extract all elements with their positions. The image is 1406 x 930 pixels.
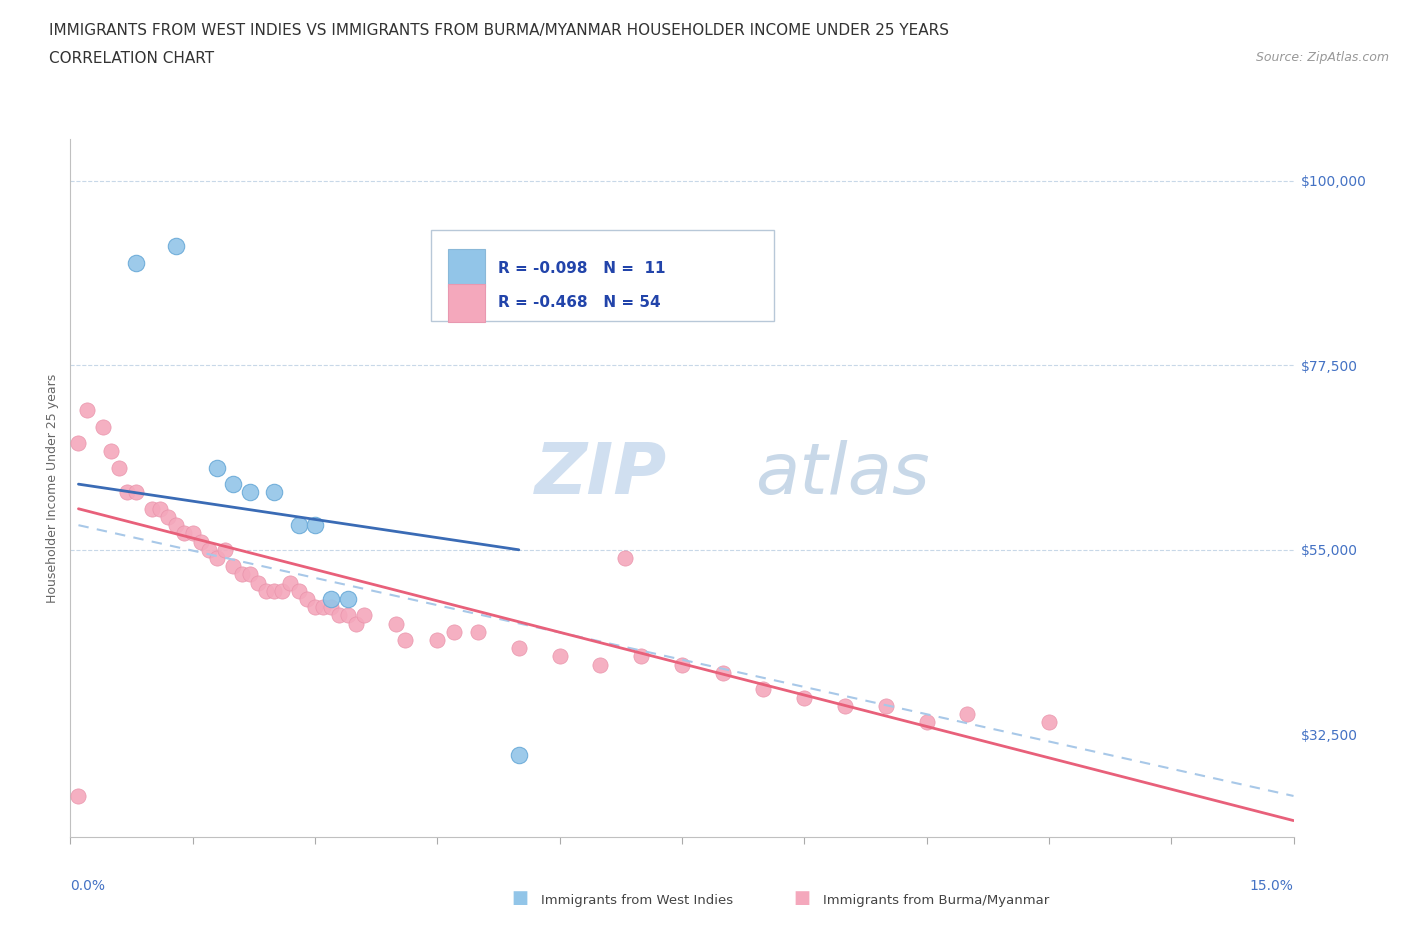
Point [793, 690, 815, 705]
Point [67, 435, 90, 450]
Point [508, 748, 530, 763]
Text: R = -0.468   N = 54: R = -0.468 N = 54 [499, 295, 661, 311]
Point [467, 624, 489, 639]
Text: Immigrants from West Indies: Immigrants from West Indies [541, 894, 734, 907]
Point [548, 649, 571, 664]
Point [239, 567, 262, 582]
Point [231, 567, 253, 582]
Point [589, 658, 612, 672]
Point [671, 658, 693, 672]
Point [280, 575, 302, 590]
Point [304, 600, 326, 615]
Point [426, 632, 449, 647]
Point [353, 608, 375, 623]
Point [165, 518, 187, 533]
Text: 15.0%: 15.0% [1250, 879, 1294, 893]
Point [834, 698, 856, 713]
Point [321, 591, 343, 606]
Point [100, 444, 122, 458]
Y-axis label: Householder Income Under 25 years: Householder Income Under 25 years [46, 374, 59, 603]
Point [328, 608, 350, 623]
Point [205, 460, 228, 475]
Text: ■: ■ [512, 889, 529, 907]
Point [222, 477, 245, 492]
Point [508, 641, 530, 656]
Point [263, 583, 285, 598]
Point [613, 551, 636, 565]
Point [443, 624, 465, 639]
Point [190, 534, 212, 549]
Point [222, 559, 245, 574]
Point [336, 591, 359, 606]
Point [254, 583, 277, 598]
Point [630, 649, 652, 664]
Point [752, 682, 775, 697]
Text: Source: ZipAtlas.com: Source: ZipAtlas.com [1256, 51, 1389, 64]
Point [205, 551, 228, 565]
Point [295, 591, 318, 606]
Text: Immigrants from Burma/Myanmar: Immigrants from Burma/Myanmar [823, 894, 1049, 907]
Point [336, 608, 359, 623]
Point [149, 501, 172, 516]
Point [173, 526, 195, 541]
Text: atlas: atlas [755, 440, 929, 509]
Point [124, 255, 146, 270]
Point [91, 419, 114, 434]
Point [1038, 714, 1060, 729]
Point [915, 714, 938, 729]
Point [117, 485, 139, 499]
Text: ■: ■ [793, 889, 810, 907]
Point [76, 403, 98, 418]
Text: ZIP: ZIP [536, 440, 668, 509]
Point [239, 485, 262, 499]
Point [711, 666, 734, 681]
Point [304, 518, 326, 533]
FancyBboxPatch shape [449, 249, 485, 287]
Point [214, 542, 236, 557]
Point [263, 485, 285, 499]
FancyBboxPatch shape [449, 284, 485, 322]
Point [124, 485, 146, 499]
Point [181, 526, 204, 541]
Point [956, 707, 979, 722]
Point [141, 501, 163, 516]
Point [108, 460, 131, 475]
Point [875, 698, 897, 713]
Point [157, 510, 180, 525]
FancyBboxPatch shape [432, 231, 773, 321]
Point [67, 789, 90, 804]
Point [385, 617, 408, 631]
Point [165, 239, 187, 254]
Text: 0.0%: 0.0% [70, 879, 105, 893]
Point [198, 542, 221, 557]
Text: IMMIGRANTS FROM WEST INDIES VS IMMIGRANTS FROM BURMA/MYANMAR HOUSEHOLDER INCOME : IMMIGRANTS FROM WEST INDIES VS IMMIGRANT… [49, 23, 949, 38]
Text: R = -0.098   N =  11: R = -0.098 N = 11 [499, 260, 666, 276]
Point [321, 600, 343, 615]
Point [344, 617, 367, 631]
Text: CORRELATION CHART: CORRELATION CHART [49, 51, 214, 66]
Point [394, 632, 416, 647]
Point [287, 518, 309, 533]
Point [312, 600, 335, 615]
Point [271, 583, 294, 598]
Point [246, 575, 269, 590]
Point [287, 583, 309, 598]
